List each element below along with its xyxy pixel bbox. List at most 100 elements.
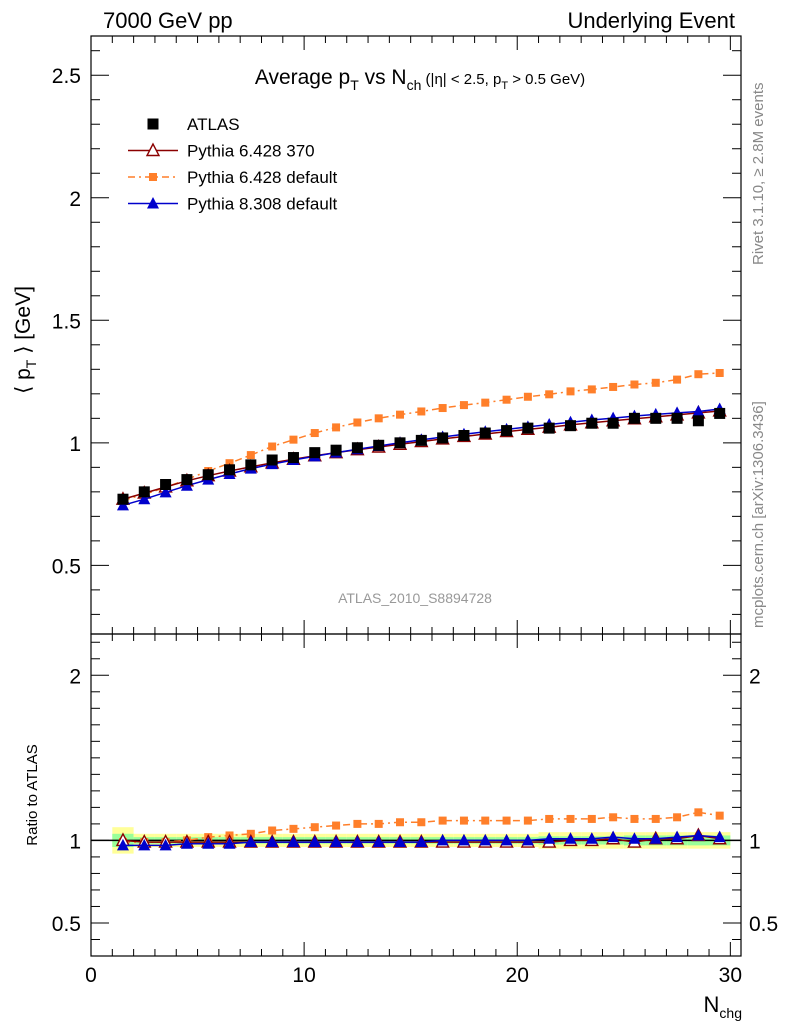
marker-ratio-p6_default-13 [396,818,405,827]
marker-legend-p6_370-0 [145,142,161,157]
main-ytick-label-0: 0.5 [52,555,81,578]
marker-ratio-p6_default-22 [587,814,596,823]
marker-main-atlas-23 [607,417,619,429]
marker-main-atlas-13 [394,437,406,449]
marker-ratio-p8_default-12 [372,835,385,848]
marker-ratio-p6_default-15 [438,816,447,825]
x-axis-label: Nchg [704,992,742,1021]
marker-ratio-p8_default-18 [500,833,513,846]
marker-main-atlas-3 [181,474,193,486]
marker-main-p6_default-19 [523,392,532,401]
marker-main-p6_default-8 [289,435,298,444]
xtick-label-0: 0 [85,964,97,987]
marker-main-p8_default-2 [159,485,172,498]
marker-ratio-p6_default-25 [651,814,660,823]
xlabel-sub: chg [719,1005,742,1021]
marker-ratio-p8_default-6 [244,835,257,848]
marker-main-atlas-2 [160,479,172,490]
marker-main-p6_default-22 [587,385,596,394]
main-ytick-label-1: 1 [69,433,81,456]
marker-ratio-p6_default-6 [246,829,255,838]
main-y-axis-label: ⟨ pT ⟩ [GeV] [12,286,39,394]
header-right: Underlying Event [567,8,735,33]
marker-ratio-p8_default-2 [159,838,172,851]
marker-legend-atlas-0 [147,118,159,130]
marker-main-atlas-19 [522,422,534,434]
marker-main-p6_default-13 [396,410,405,419]
side-label-bottom: mcplots.cern.ch [arXiv:1306.3436] [750,401,767,628]
marker-ratio-p8_default-5 [223,837,236,849]
marker-ratio-p6_default-27 [694,808,703,817]
legend-label-atlas: ATLAS [187,115,240,134]
legend: ATLAS Pythia 6.428 370 Pythia 6.428 defaul… [128,115,338,214]
xtick-label-1: 10 [292,964,315,987]
marker-main-p6_default-7 [268,442,277,451]
marker-ratio-p6_default-19 [523,816,532,825]
title-sub-1: T [350,77,359,93]
marker-ratio-p8_default-7 [266,835,279,848]
plot-title: Average pT vs Nch (|η| < 2.5, pT > 0.5 G… [255,66,585,93]
marker-ratio-p8_default-1 [138,838,151,851]
marker-main-p6_default-16 [459,401,468,410]
marker-ratio-p8_default-10 [330,835,343,848]
header-left: 7000 GeV pp [103,8,233,33]
marker-main-atlas-10 [330,444,342,456]
marker-ratio-p8_default-8 [287,835,300,848]
main-panel: 0.5 1 1.5 2 2.5 [52,35,742,635]
marker-main-atlas-9 [309,447,321,459]
marker-ratio-p6_default-18 [502,816,511,825]
ylabel-sub: T [23,359,39,368]
marker-main-atlas-28 [714,407,726,419]
legend-label-p8_default: Pythia 8.308 default [187,195,338,214]
marker-ratio-p8_default-14 [415,835,428,848]
marker-ratio-p6_default-24 [630,814,639,823]
marker-main-atlas-8 [287,452,299,464]
ratio-ytick-label-left-0: 0.5 [52,913,81,936]
marker-ratio-p8_default-28 [713,830,726,843]
marker-main-p6_default-26 [673,375,682,384]
marker-legend-p8_default-0 [147,197,159,209]
marker-ratio-p6_default-11 [353,819,362,828]
marker-main-atlas-6 [245,459,257,471]
title-part-3: (|η| < 2.5, p [421,71,501,88]
marker-ratio-p6_default-7 [268,826,277,835]
title-part-4: > 0.5 GeV) [508,71,585,88]
title-sub-2: ch [407,77,422,93]
marker-main-atlas-14 [415,434,427,446]
marker-main-p6_default-28 [715,368,724,377]
marker-ratio-p6_default-20 [545,814,554,823]
marker-main-p6_default-25 [651,378,660,387]
analysis-watermark: ATLAS_2010_S8894728 [338,590,492,606]
legend-label-p6_default: Pythia 6.428 default [187,168,338,187]
marker-main-atlas-7 [266,454,278,466]
legend-label-p6_370: Pythia 6.428 370 [187,142,315,161]
marker-main-p6_default-21 [566,387,575,396]
marker-main-atlas-12 [373,439,385,451]
ratio-ytick-label-left-1: 1 [69,830,81,853]
marker-main-p8_default-1 [138,492,151,505]
xtick-label-3: 30 [719,964,742,987]
marker-ratio-p6_default-9 [310,823,319,832]
xlabel-part-a: N [704,992,720,1017]
marker-main-p8_default-27 [692,404,705,417]
ratio-panel: 0.5 0.51 12 20 10 20 30 [52,633,778,987]
marker-main-atlas-24 [628,412,640,424]
marker-ratio-p8_default-15 [436,833,449,846]
marker-ratio-p8_default-22 [585,832,598,844]
marker-ratio-p6_default-10 [332,821,341,830]
marker-main-atlas-16 [458,429,470,441]
marker-ratio-p8_default-19 [521,833,534,846]
marker-ratio-p8_default-21 [564,832,577,844]
marker-main-p6_default-15 [438,404,447,413]
main-ytick-label-3: 2 [69,188,81,211]
marker-main-atlas-0 [117,493,129,505]
marker-main-p6_default-20 [545,390,554,399]
marker-main-p6_default-12 [374,414,383,423]
marker-main-p6_default-23 [609,382,618,391]
marker-ratio-p8_default-25 [649,832,662,844]
marker-ratio-p8_default-20 [543,832,556,844]
marker-main-p6_default-9 [310,429,319,438]
marker-ratio-p8_default-17 [479,833,492,846]
marker-ratio-p6_default-21 [566,814,575,823]
marker-ratio-p8_default-24 [628,832,641,844]
